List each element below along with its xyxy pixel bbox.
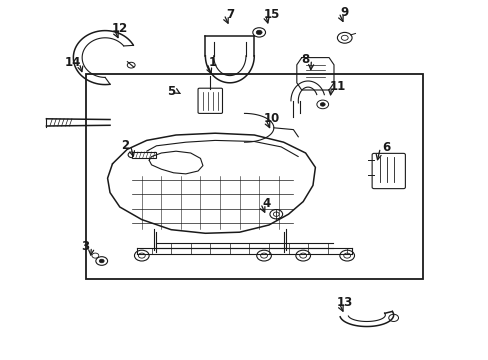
- Bar: [132, 152, 155, 158]
- Text: 12: 12: [111, 22, 128, 35]
- Text: 13: 13: [336, 296, 352, 309]
- Circle shape: [320, 103, 325, 106]
- Text: 6: 6: [382, 141, 389, 154]
- Text: 11: 11: [328, 80, 345, 93]
- Text: 2: 2: [121, 139, 128, 152]
- Circle shape: [256, 30, 262, 35]
- Text: 8: 8: [301, 53, 309, 66]
- Text: 14: 14: [65, 57, 81, 69]
- Circle shape: [99, 259, 104, 263]
- Text: 1: 1: [208, 57, 216, 69]
- Text: 4: 4: [262, 197, 270, 210]
- Text: 10: 10: [263, 112, 279, 125]
- Text: 7: 7: [225, 8, 233, 21]
- Bar: [85, 74, 422, 279]
- Text: 3: 3: [81, 240, 89, 253]
- Text: 9: 9: [340, 6, 348, 19]
- Text: 5: 5: [167, 85, 175, 98]
- Text: 15: 15: [263, 8, 279, 21]
